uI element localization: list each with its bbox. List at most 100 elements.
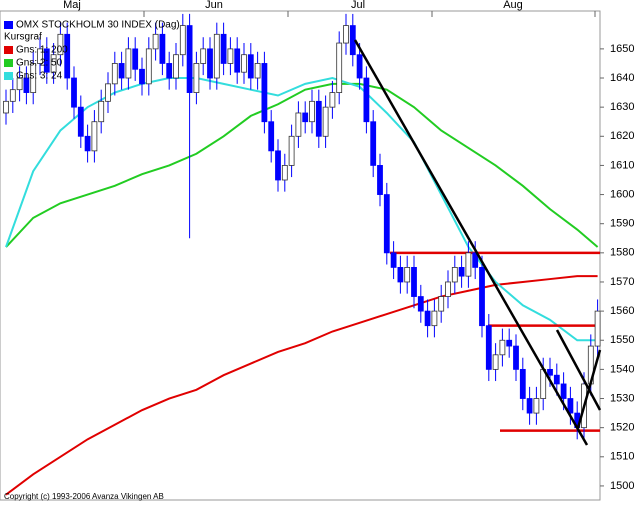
candle-body [560, 383, 567, 399]
candle-body [431, 310, 438, 327]
y-tick-label: 1560 [610, 305, 634, 317]
candle-body [309, 100, 315, 123]
candle-body [315, 100, 322, 137]
candle-body [152, 33, 159, 50]
candle-body [288, 135, 295, 166]
candle-body [30, 63, 37, 93]
candle-body [207, 48, 213, 79]
candle-body [492, 354, 499, 370]
candle-body [159, 33, 166, 64]
candle-body [553, 374, 560, 385]
y-tick-label: 1600 [610, 188, 634, 200]
plot-area [0, 10, 601, 501]
candle-body [173, 54, 179, 79]
candle-body [98, 100, 105, 123]
candle-body [465, 252, 472, 277]
y-tick-label: 1570 [610, 276, 634, 288]
candle-body [268, 121, 275, 152]
legend-swatch [4, 21, 13, 29]
candle-body [397, 267, 404, 283]
candle-body [43, 48, 50, 73]
candle-body [227, 48, 234, 64]
y-tick-label: 1590 [610, 218, 634, 230]
legend: OMX STOCKHOLM 30 INDEX (Dag) Kursgraf [4, 20, 180, 43]
candle-body [275, 150, 281, 181]
candle-body [322, 106, 329, 137]
candle-body [186, 25, 193, 93]
candle-body [16, 77, 23, 91]
legend-swatch [4, 46, 13, 54]
candle-body [179, 25, 186, 56]
candle-body [513, 345, 519, 370]
candle-body [57, 33, 64, 56]
candle-body [118, 63, 125, 79]
candle-body [166, 63, 173, 79]
candle-body [234, 48, 241, 73]
candle-body [363, 77, 370, 123]
candle-body [404, 267, 411, 283]
candle-body [356, 54, 363, 79]
y-tick-label: 1650 [610, 43, 634, 55]
candle-body [200, 48, 207, 64]
candle-body [458, 267, 465, 277]
y-tick-label: 1550 [610, 334, 634, 346]
y-tick-label: 1640 [610, 72, 634, 84]
candle-body [37, 48, 43, 64]
candle-body [499, 339, 506, 356]
candle-body [506, 339, 513, 347]
candle-body [213, 33, 220, 79]
candle-body [145, 48, 152, 85]
candle-body [91, 121, 98, 152]
candle-body [349, 25, 356, 56]
legend-swatch [4, 59, 13, 67]
month-label: Jun [205, 0, 223, 11]
candle-body [50, 54, 57, 73]
candle-body [71, 77, 77, 108]
candle-body [193, 63, 200, 93]
trend-line [555, 329, 602, 411]
candle-body [329, 92, 336, 108]
candle-body [567, 398, 574, 414]
candle-body [472, 252, 479, 268]
candle-body [105, 83, 111, 102]
candle-body [547, 368, 553, 376]
legend-label: Gns: 3: 24 [16, 71, 63, 82]
candle-body [241, 54, 247, 73]
candle-body [479, 267, 485, 327]
candle-body [77, 106, 84, 137]
candle-body [485, 325, 492, 370]
copyright: Copyright (c) 1993-2006 Avanza Vikingen … [4, 492, 164, 501]
trend-line [353, 39, 589, 446]
candle-body [220, 33, 227, 64]
candle-body [370, 121, 377, 166]
candle-body [281, 165, 288, 181]
chart-title: OMX STOCKHOLM 30 INDEX (Dag) [16, 20, 180, 31]
candle-body [3, 100, 9, 114]
candle-body [302, 112, 309, 123]
month-label: Maj [63, 0, 81, 11]
candle-body [411, 267, 417, 297]
candle-body [390, 252, 397, 268]
candle-body [9, 89, 16, 102]
candle-body [125, 48, 132, 79]
month-label: Jul [351, 0, 365, 11]
moving-average [5, 275, 598, 496]
candle-body [247, 54, 254, 79]
y-tick-label: 1500 [610, 480, 634, 492]
candle-body [526, 398, 533, 414]
candle-body [261, 63, 268, 123]
candle-body [445, 281, 451, 297]
candle-body [343, 25, 349, 44]
candle-body [519, 368, 526, 399]
moving-average [5, 82, 599, 248]
candle-body [23, 77, 30, 93]
candle-body [438, 296, 445, 312]
trend-line [576, 349, 602, 429]
candle-body [451, 267, 458, 283]
marks [3, 13, 601, 496]
y-tick-label: 1610 [610, 159, 634, 171]
y-tick-label: 1540 [610, 363, 634, 375]
candle-body [139, 68, 145, 85]
candle-body [254, 63, 261, 79]
candle-body [533, 398, 540, 414]
